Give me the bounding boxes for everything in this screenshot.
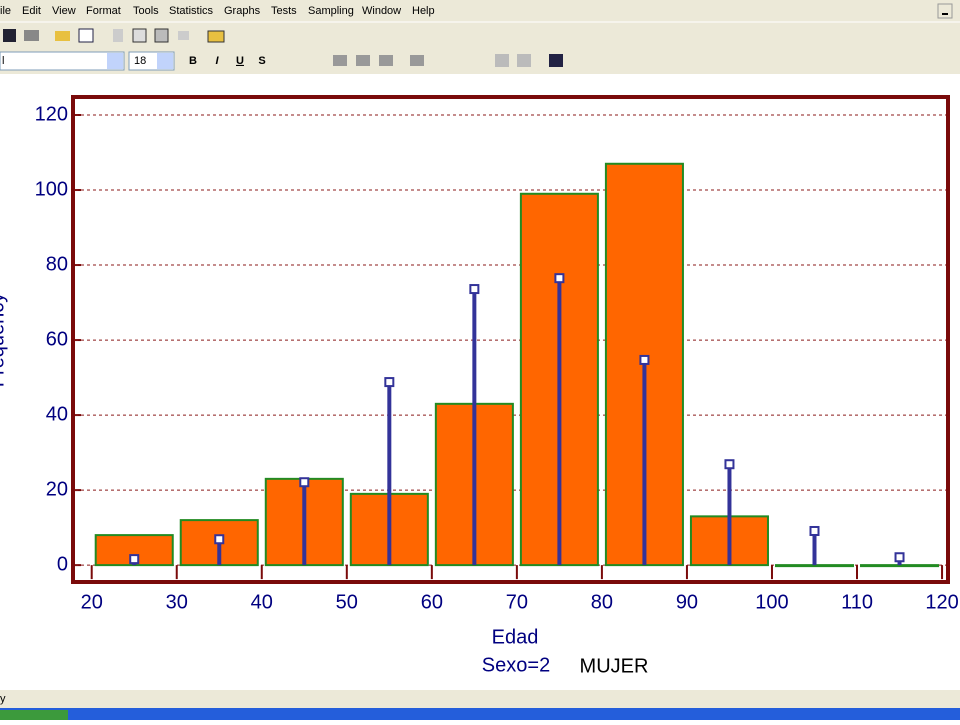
status-text: y <box>0 693 6 705</box>
size-dropdown[interactable] <box>157 53 173 69</box>
paste-icon[interactable] <box>154 28 169 43</box>
expected-marker <box>469 284 480 295</box>
chart-icon[interactable] <box>549 54 563 67</box>
x-tick-label: 50 <box>336 591 358 613</box>
x-tick-label: 100 <box>755 591 788 613</box>
x-tick-label: 70 <box>506 591 528 613</box>
menu-item[interactable]: View <box>52 5 76 17</box>
y-tick-label: 60 <box>46 328 68 350</box>
menu-item[interactable]: Help <box>412 5 435 17</box>
menu-item[interactable]: Graphs <box>224 5 261 17</box>
bold-button[interactable]: B <box>189 55 197 67</box>
x-tick-label: 120 <box>925 591 958 613</box>
x-tick-label: 80 <box>591 591 613 613</box>
font-name: l <box>2 55 4 67</box>
align-left[interactable] <box>333 55 347 66</box>
align-icons <box>333 54 563 67</box>
strike-button[interactable]: S <box>258 55 265 67</box>
grid-icon[interactable] <box>495 54 509 67</box>
x-axis-label: Edad <box>492 626 539 648</box>
caption: Sexo=2 <box>482 654 550 676</box>
table-icon[interactable] <box>78 28 94 43</box>
start-button[interactable] <box>0 710 68 720</box>
y-tick-label: 20 <box>46 478 68 500</box>
font-combo[interactable] <box>0 51 125 71</box>
menu-item[interactable]: Edit <box>22 5 41 17</box>
menu-item[interactable]: Window <box>362 5 401 17</box>
x-tick-label: 20 <box>81 591 103 613</box>
italic-button[interactable]: I <box>215 55 219 67</box>
folder-icon[interactable] <box>207 30 225 43</box>
bar <box>774 564 855 568</box>
taskbar <box>0 708 960 720</box>
y-tick-label: 40 <box>46 403 68 425</box>
expected-marker <box>214 534 225 545</box>
bar <box>860 564 940 568</box>
undo-icon[interactable] <box>178 31 189 40</box>
expected-marker <box>894 552 905 563</box>
copy-icon[interactable] <box>132 28 147 43</box>
menu-item[interactable]: Tests <box>271 5 297 17</box>
x-tick-label: 30 <box>166 591 188 613</box>
print-icon[interactable] <box>24 30 39 41</box>
expected-marker <box>299 477 310 488</box>
x-tick-label: 60 <box>421 591 443 613</box>
expected-marker <box>384 377 395 388</box>
open-icon[interactable] <box>55 31 70 41</box>
font-dropdown[interactable] <box>107 53 123 69</box>
align-right[interactable] <box>379 55 393 66</box>
expected-marker <box>639 354 650 365</box>
menu-item[interactable]: Tools <box>133 5 159 17</box>
toolbar-icons <box>3 28 225 43</box>
minimize-button[interactable] <box>937 3 953 19</box>
expected-marker <box>724 459 735 470</box>
y-tick-label: 100 <box>35 178 68 200</box>
menu-item[interactable]: Format <box>86 5 121 17</box>
caption: MUJER <box>580 655 649 677</box>
expected-marker <box>809 525 820 536</box>
expected-marker <box>554 273 565 284</box>
y-tick-label: 120 <box>35 103 68 125</box>
cut-icon[interactable] <box>113 29 123 42</box>
menu-item[interactable]: Sampling <box>308 5 354 17</box>
bullets[interactable] <box>410 55 424 66</box>
grid-icon-2[interactable] <box>517 54 531 67</box>
x-tick-label: 90 <box>676 591 698 613</box>
align-center[interactable] <box>356 55 370 66</box>
save-icon[interactable] <box>3 29 16 42</box>
font-size: 18 <box>134 55 146 67</box>
underline-button[interactable]: U <box>236 55 244 67</box>
menu-item[interactable]: Statistics <box>169 5 214 17</box>
y-axis-label: Frequency <box>0 293 8 388</box>
x-tick-label: 110 <box>841 591 873 613</box>
expected-marker <box>129 554 140 565</box>
x-tick-label: 40 <box>251 591 273 613</box>
y-tick-label: 80 <box>46 253 68 275</box>
menu-item[interactable]: ile <box>0 5 11 17</box>
menu-bar <box>0 0 960 22</box>
y-tick-label: 0 <box>57 553 68 575</box>
status-bar <box>0 690 960 708</box>
